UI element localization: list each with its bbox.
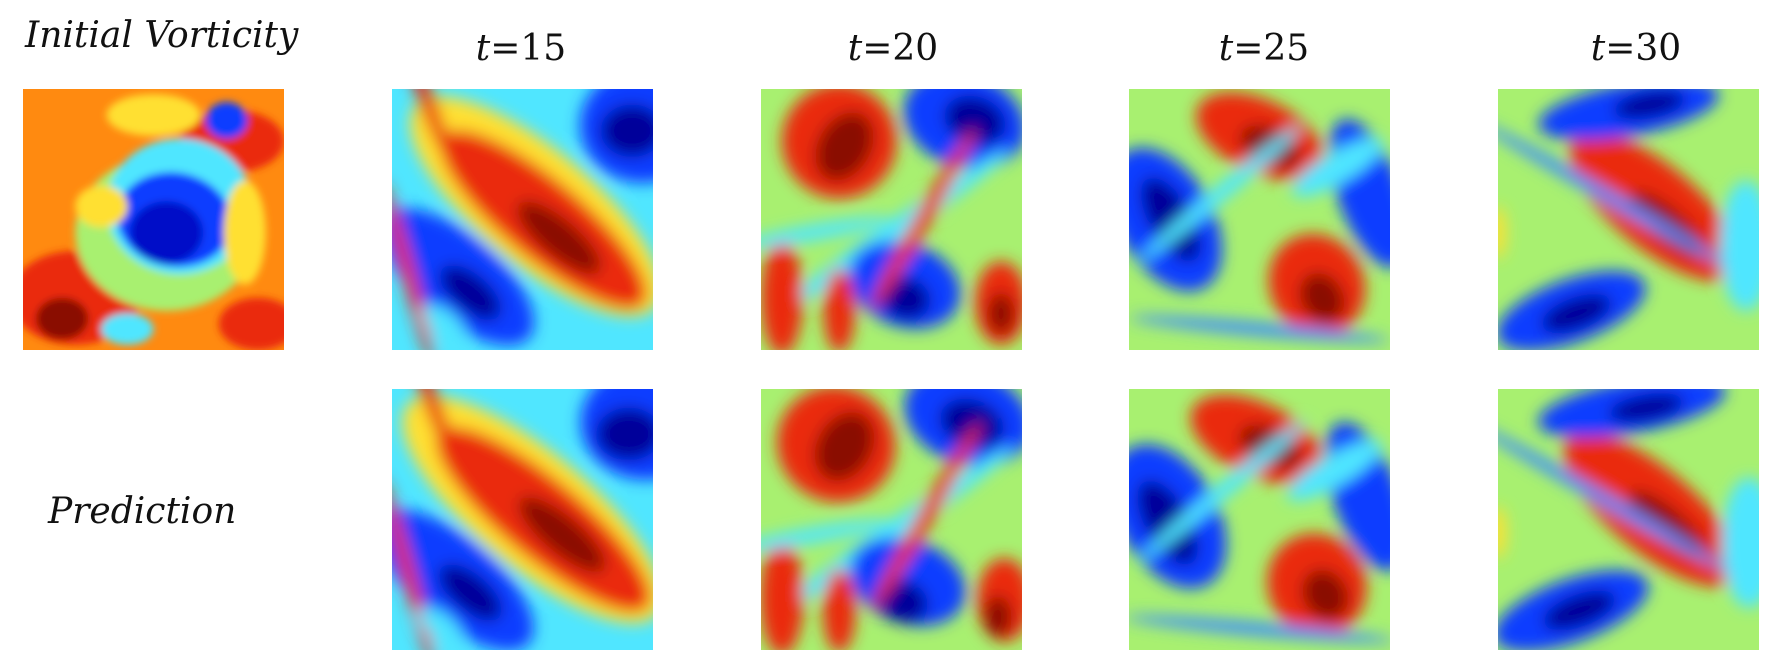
field-blob	[879, 276, 931, 320]
field-blob	[823, 569, 856, 651]
time-value: =25	[1233, 28, 1309, 69]
field-blob	[1613, 90, 1686, 119]
field-blob	[223, 180, 266, 285]
field-blob	[1129, 316, 1390, 343]
field-blobs	[1498, 89, 1760, 351]
field-blobs	[23, 94, 285, 350]
time-var: t	[1591, 28, 1606, 69]
field-blob	[1291, 137, 1384, 197]
field-blob	[944, 95, 1006, 145]
vorticity-field	[761, 389, 1023, 651]
field-blob	[130, 201, 204, 264]
field-blob	[518, 497, 606, 573]
field-blob	[596, 407, 654, 460]
field-blob	[439, 265, 501, 320]
field-blob	[1721, 477, 1760, 608]
field-blob	[761, 216, 891, 249]
field-blobs	[761, 389, 1023, 651]
field-blob	[422, 304, 466, 344]
field-blob	[1498, 121, 1727, 266]
field-blob	[75, 185, 128, 228]
field-blob	[1608, 393, 1684, 423]
field-blob	[761, 240, 803, 351]
column-title: t=30	[1591, 28, 1681, 69]
field-blob	[1498, 206, 1506, 259]
field-blob	[1129, 615, 1391, 643]
field-blob	[218, 297, 285, 350]
field-blob	[392, 180, 433, 351]
column-title: t=15	[476, 28, 566, 69]
field-blob	[1137, 480, 1198, 565]
field-blob	[1141, 177, 1201, 262]
vorticity-field	[1498, 89, 1760, 351]
column-title: t=25	[1219, 28, 1309, 69]
vorticity-field	[1498, 389, 1760, 651]
field-blob	[517, 201, 601, 275]
field-blob	[940, 398, 1004, 449]
field-blob	[1140, 126, 1301, 261]
field-blobs	[1498, 389, 1760, 651]
time-var: t	[1219, 28, 1234, 69]
field-blob	[407, 89, 450, 159]
field-blobs	[761, 89, 1023, 351]
field-blob	[1498, 506, 1507, 559]
field-blob	[1140, 420, 1307, 561]
field-blob	[1628, 491, 1707, 559]
field-blob	[106, 94, 201, 136]
field-blob	[438, 564, 502, 621]
vorticity-field	[392, 89, 654, 351]
field-blob	[1543, 590, 1616, 630]
field-blob	[870, 129, 976, 310]
field-blob	[871, 422, 981, 611]
vorticity-field	[23, 89, 285, 350]
vorticity-field	[392, 389, 654, 651]
field-blobs	[1129, 92, 1391, 343]
initial-label: Initial Vorticity	[24, 15, 299, 56]
field-blob	[600, 104, 654, 157]
field-blob	[1541, 294, 1612, 333]
time-var: t	[848, 28, 863, 69]
field-blob	[769, 446, 1014, 619]
field-blob	[418, 606, 464, 648]
field-blob	[984, 595, 1012, 638]
field-blob	[823, 269, 855, 351]
field-blob	[1498, 421, 1729, 572]
prediction-label: Prediction	[47, 491, 236, 532]
field-blob	[1299, 272, 1345, 323]
field-blob	[36, 297, 89, 340]
field-blob	[409, 389, 454, 458]
time-value: =15	[490, 28, 566, 69]
field-blobs	[392, 389, 654, 651]
field-blob	[815, 112, 874, 181]
field-blob	[1719, 180, 1760, 311]
time-value: =30	[1605, 28, 1681, 69]
field-blobs	[1129, 394, 1391, 643]
field-blobs	[392, 89, 654, 351]
time-value: =20	[862, 28, 938, 69]
field-blob	[988, 292, 1015, 335]
field-blob	[814, 411, 875, 481]
field-blob	[761, 540, 804, 651]
field-blob	[101, 313, 154, 345]
vorticity-field	[761, 89, 1023, 351]
vorticity-field	[1129, 89, 1391, 350]
time-var: t	[476, 28, 491, 69]
field-blob	[761, 519, 891, 552]
column-title: t=20	[848, 28, 938, 69]
field-blob	[1287, 440, 1383, 501]
vorticity-field	[1129, 389, 1391, 650]
field-blob	[205, 102, 248, 139]
field-blob	[1302, 569, 1349, 620]
